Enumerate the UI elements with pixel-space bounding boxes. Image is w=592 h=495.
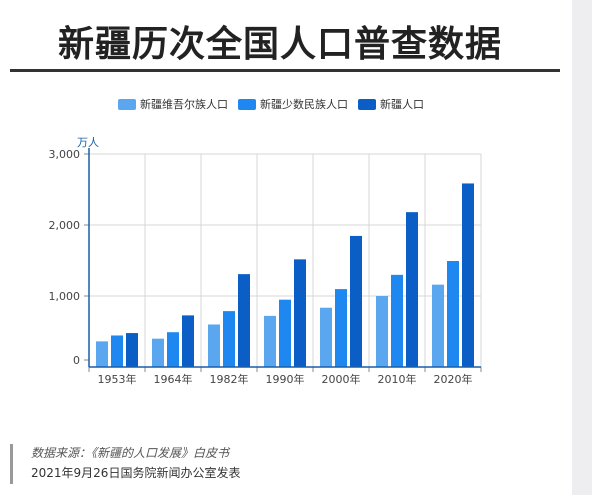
bar-uyghur <box>432 284 444 367</box>
bar-total <box>462 183 474 367</box>
bar-uyghur <box>152 338 164 367</box>
bar-minority <box>335 289 347 367</box>
chart-legend: 新疆维吾尔族人口 新疆少数民族人口 新疆人口 <box>118 96 434 112</box>
legend-label-uyghur: 新疆维吾尔族人口 <box>140 98 228 111</box>
bar-total <box>238 274 250 367</box>
x-tick-label: 2010年 <box>378 372 417 386</box>
y-tick-label: 0 <box>73 354 80 367</box>
bar-uyghur <box>264 315 276 367</box>
bar-uyghur <box>320 307 332 367</box>
x-tick-label: 2020年 <box>434 372 473 386</box>
bar-total <box>406 212 418 367</box>
bar-minority <box>391 274 403 367</box>
chart-bars <box>96 183 474 367</box>
bar-total <box>350 235 362 367</box>
legend-swatch-uyghur <box>118 98 136 110</box>
bar-uyghur <box>96 341 108 367</box>
x-tick-label: 1982年 <box>210 372 249 386</box>
bar-chart: 0 1,000 2,000 3,000 1953年 1964年 1982年 1990年 2000… <box>49 136 482 386</box>
x-tick-label: 1953年 <box>98 372 137 386</box>
scrollbar-track[interactable] <box>572 0 592 495</box>
legend-swatch-total <box>358 98 376 110</box>
y-axis-unit-label: 万人 <box>77 136 99 149</box>
legend-label-total: 新疆人口 <box>380 98 424 111</box>
y-tick-label: 3,000 <box>49 148 81 161</box>
y-tick-label: 2,000 <box>49 219 81 232</box>
bar-total <box>182 315 194 367</box>
x-tick-label: 1990年 <box>266 372 305 386</box>
page-title: 新疆历次全国人口普查数据 <box>57 24 502 65</box>
y-tick-label: 1,000 <box>49 290 81 303</box>
release-note: 2021年9月26日国务院新闻办公室发表 <box>31 466 241 480</box>
bar-uyghur <box>376 296 388 367</box>
x-tick-label: 1964年 <box>154 372 193 386</box>
legend-item-total[interactable]: 新疆人口 <box>358 96 424 112</box>
bar-total <box>126 333 138 367</box>
bar-minority <box>167 332 179 367</box>
chart-axes: 0 1,000 2,000 3,000 1953年 1964年 1982年 1990年 2000… <box>49 148 481 386</box>
bar-minority <box>447 260 459 367</box>
legend-label-minority: 新疆少数民族人口 <box>260 98 348 111</box>
title-underline <box>10 69 560 72</box>
bar-minority <box>223 311 235 367</box>
bar-minority <box>111 335 123 367</box>
data-source-note: 数据来源：《新疆的人口发展》白皮书 <box>31 446 230 460</box>
legend-swatch-minority <box>238 98 256 110</box>
chart-footer: 数据来源：《新疆的人口发展》白皮书 2021年9月26日国务院新闻办公室发表 <box>10 444 310 484</box>
x-tick-label: 2000年 <box>322 372 361 386</box>
bar-total <box>294 259 306 367</box>
bar-minority <box>279 299 291 367</box>
bar-uyghur <box>208 324 220 367</box>
legend-item-uyghur[interactable]: 新疆维吾尔族人口 <box>118 96 228 112</box>
legend-item-minority[interactable]: 新疆少数民族人口 <box>238 96 348 112</box>
